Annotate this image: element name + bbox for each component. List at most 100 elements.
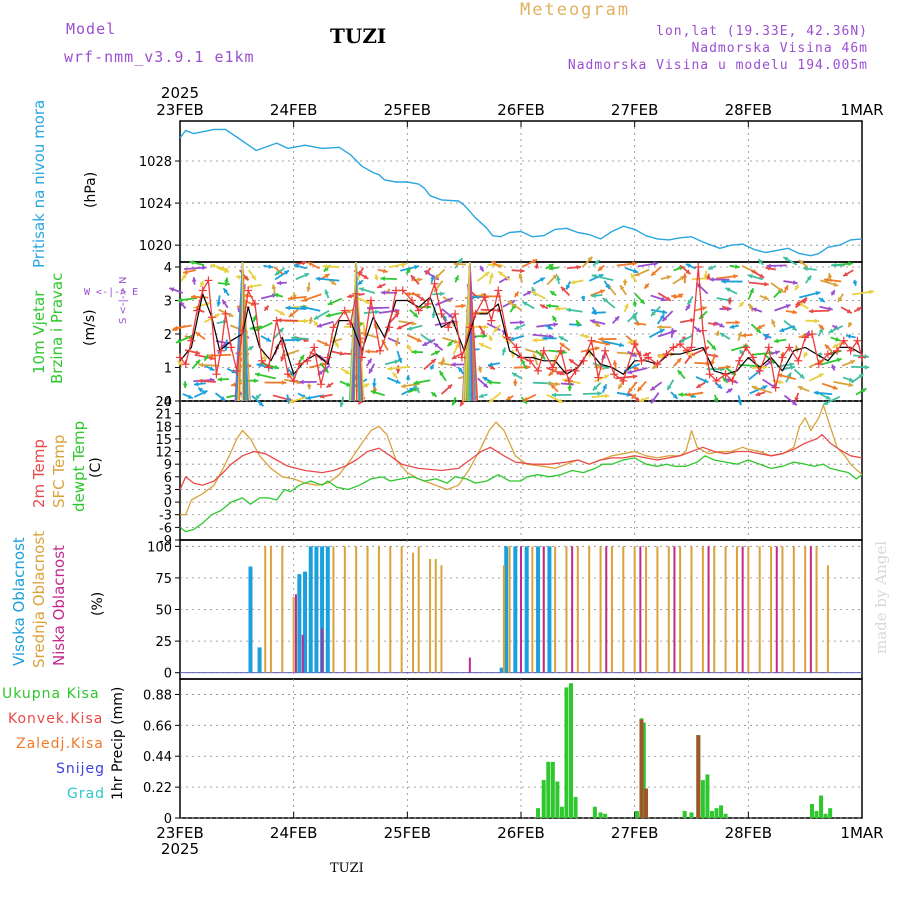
temp-ytick-label: -9 xyxy=(159,534,172,549)
wind-arrow-head xyxy=(652,364,658,369)
cloud-bar-high xyxy=(314,546,319,673)
legend-hail: Grad xyxy=(67,786,106,802)
wind-arrow-head xyxy=(509,336,515,342)
wind-arrow-head xyxy=(701,306,707,311)
wind-arrow-head xyxy=(407,326,413,331)
wind-arrow-head xyxy=(429,364,434,370)
wind-arrow-head xyxy=(604,393,610,399)
wind-arrow-head xyxy=(324,289,330,295)
wind-arrow-head xyxy=(548,264,554,269)
wind-arrow-head xyxy=(200,281,205,287)
wind-arrow-head xyxy=(662,316,668,322)
precip-bar-total xyxy=(828,808,833,818)
temp-ytick-label: 24 xyxy=(155,395,172,410)
precip-bar-convective xyxy=(639,719,644,818)
wind-arrow-head xyxy=(795,285,800,291)
top-date-label: 1MAR xyxy=(840,101,883,119)
wind-arrow-head xyxy=(344,369,350,374)
cloud-bar-high xyxy=(320,546,325,673)
cloud-bar-mid xyxy=(735,546,738,673)
wind-arrow-head xyxy=(394,310,400,316)
wind-arrow-head xyxy=(823,400,829,405)
wind-arrow-head xyxy=(326,383,332,388)
wind-arrow-head xyxy=(669,328,675,333)
wind-arrow-head xyxy=(303,318,309,324)
wind-arrow-head xyxy=(433,343,439,348)
cloud-bar-mid xyxy=(610,546,613,673)
wind-arrow-head xyxy=(256,363,262,368)
wind-arrow-head xyxy=(632,312,638,318)
cloud-bar-low xyxy=(571,546,574,673)
wind-arrow-head xyxy=(514,291,519,297)
cloud-bar-mid xyxy=(713,546,716,673)
wind-arrow-head xyxy=(190,294,196,300)
wind-arrow-head xyxy=(534,263,539,268)
wind-arrow-head xyxy=(773,338,779,344)
wind-arrow-head xyxy=(548,370,554,376)
wind-arrow-head xyxy=(363,274,369,279)
wind-arrow-head xyxy=(827,273,833,278)
wind-arrow-head xyxy=(550,291,556,296)
wind-arrow-head xyxy=(774,350,780,355)
wind-arrow-head xyxy=(401,383,406,389)
wind-arrow-head xyxy=(280,356,285,362)
wind-arrow-head xyxy=(763,295,769,300)
precip-bar-total xyxy=(689,812,694,818)
wind-burst-arrow xyxy=(355,261,360,402)
wind-arrow-head xyxy=(288,312,294,317)
temp-ytick-label: 12 xyxy=(155,446,172,461)
cloud-bar-high xyxy=(297,574,302,673)
wind-arrow-head xyxy=(262,356,267,362)
wind-arrow-head xyxy=(413,380,419,385)
wind-arrow-head xyxy=(193,381,199,387)
wind-arrow-head xyxy=(460,401,465,407)
wind-arrow-head xyxy=(530,291,536,296)
wind-arrow-head xyxy=(828,328,834,333)
wind-arrow-head xyxy=(434,350,440,356)
precip-ytick-label: 0 xyxy=(164,812,172,827)
wind-arrow-head xyxy=(431,391,437,397)
wind-arrow-head xyxy=(594,260,600,265)
wind-arrow-head xyxy=(447,384,453,390)
wind-arrow-head xyxy=(794,396,799,402)
wind-arrow-head xyxy=(380,290,386,296)
wind-arrow-head xyxy=(319,393,325,399)
wind-arrow-head xyxy=(453,339,459,344)
precip-bar-convective xyxy=(696,735,701,818)
wind-arrow-head xyxy=(815,290,821,296)
wind-arrow-head xyxy=(805,330,810,336)
cloud-bar-mid xyxy=(622,546,625,673)
wind-arrow-head xyxy=(722,306,728,311)
wind-arrow-head xyxy=(405,291,411,297)
cloud-bar-high xyxy=(524,546,529,673)
wind-arrow-head xyxy=(414,264,419,270)
wind-arrow-head xyxy=(778,287,784,293)
wind-arrow-head xyxy=(852,280,858,286)
wind-arrow-head xyxy=(268,264,274,269)
wind-arrow-head xyxy=(339,402,345,408)
wind-arrow-head xyxy=(540,304,546,309)
wind-arrow-head xyxy=(182,383,188,388)
footer-station: TUZI xyxy=(330,861,364,876)
wind-arrow-head xyxy=(713,397,719,403)
wind-arrow-head xyxy=(488,397,494,403)
cloud-bar-low xyxy=(605,546,608,673)
wind-arrow-head xyxy=(556,275,561,281)
cloud-bar-low xyxy=(673,546,676,673)
wind-arrow-head xyxy=(813,390,819,396)
wind-arrow-head xyxy=(791,400,797,406)
cloud-bar-mid xyxy=(366,546,369,673)
wind-arrow-head xyxy=(176,338,182,344)
wind-arrow-head xyxy=(734,264,740,269)
wind-arrow-head xyxy=(833,282,839,287)
top-date-label: 28FEB xyxy=(725,101,772,119)
cloud-bar-high xyxy=(325,546,330,673)
precip-bar-total xyxy=(823,813,828,818)
wind-arrow-head xyxy=(438,361,443,367)
cloud-bar-mid xyxy=(292,596,295,673)
wind-arrow-head xyxy=(662,309,668,315)
wind-arrow-head xyxy=(274,270,280,276)
precip-bar-total xyxy=(550,761,555,818)
precip-bar-total xyxy=(598,812,603,818)
cloud-bar-mid xyxy=(281,546,284,673)
